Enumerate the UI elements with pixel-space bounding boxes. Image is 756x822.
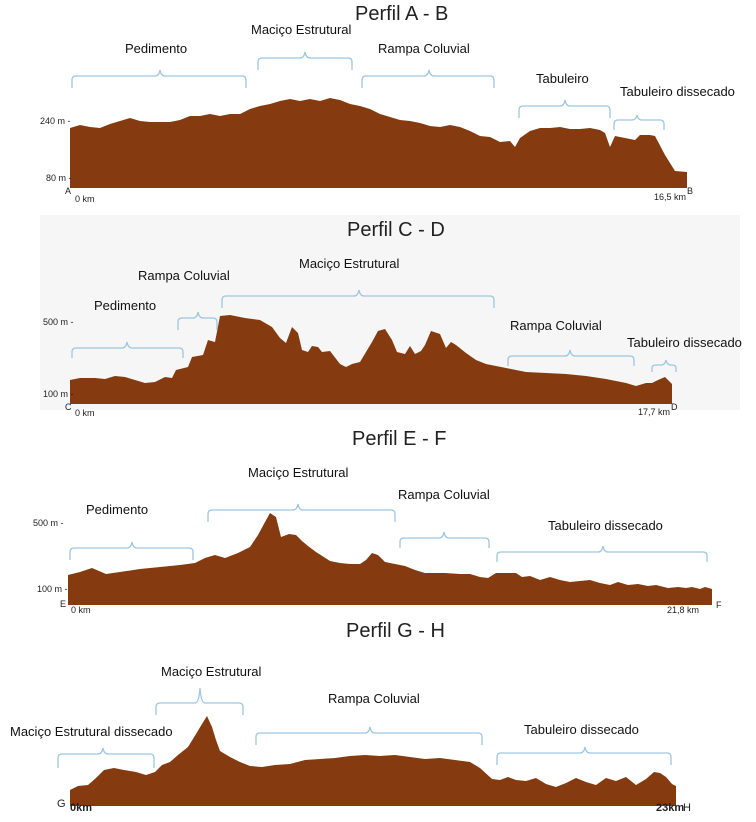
unit-label-macico-estrutural: Maciço Estrutural: [299, 256, 400, 271]
unit-label-macico-estrutural-dissecado: Maciço Estrutural dissecado: [10, 724, 173, 739]
brace-ef-macico: [207, 503, 396, 522]
end-point-b: B: [687, 186, 694, 196]
profile-ab-title: Perfil A - B: [355, 3, 449, 25]
end-km: 21,8 km: [667, 605, 700, 615]
brace-cd-tabuleiro-dissecado: [651, 359, 677, 372]
brace-ab-macico: [257, 51, 353, 70]
brace-cd-pedimento: [71, 341, 184, 358]
brace-ab-tabuleiro-dissecado: [613, 114, 665, 130]
unit-label-rampa-coluvial: Rampa Coluvial: [138, 268, 230, 283]
start-point-g: G: [57, 798, 66, 810]
profile-gh-terrain: [70, 716, 676, 806]
brace-cd-rampa: [177, 311, 218, 330]
start-km: 0 km: [71, 605, 91, 615]
brace-ef-tabuleiro-dissecado: [496, 545, 708, 562]
y-tick-100: 100 m -: [37, 584, 68, 594]
unit-label-rampa-coluvial: Rampa Coluvial: [328, 691, 420, 706]
unit-label-tabuleiro-dissecado: Tabuleiro dissecado: [620, 84, 735, 99]
brace-ab-tabuleiro: [518, 99, 611, 118]
unit-label-tabuleiro: Tabuleiro: [536, 71, 589, 86]
unit-label-macico-estrutural: Maciço Estrutural: [251, 22, 352, 37]
unit-label-pedimento: Pedimento: [94, 298, 157, 313]
profile-ef-terrain: [68, 513, 712, 605]
end-km: 17,7 km: [638, 407, 671, 417]
unit-label-tabuleiro-dissecado: Tabuleiro dissecado: [524, 722, 639, 737]
profile-ef-title: Perfil E - F: [352, 428, 447, 450]
unit-label-tabuleiro-dissecado: Tabuleiro dissecado: [627, 335, 742, 350]
profile-cd-title: Perfil C - D: [347, 219, 445, 241]
y-tick-240: 240 m -: [40, 116, 71, 126]
end-point-d: D: [671, 402, 678, 412]
start-km: 0 km: [75, 194, 95, 204]
brace-ef-pedimento: [69, 541, 194, 560]
unit-label-tabuleiro-dissecado: Tabuleiro dissecado: [548, 518, 663, 533]
unit-label-rampa-coluvial: Rampa Coluvial: [510, 318, 602, 333]
y-tick-100: 100 m -: [43, 389, 74, 399]
brace-cd-rampa-2: [507, 349, 635, 366]
start-point-c: C: [65, 402, 72, 412]
end-point-f: F: [716, 600, 722, 610]
y-tick-500: 500 m -: [43, 317, 74, 327]
brace-cd-macico: [221, 289, 495, 308]
unit-label-macico-estrutural: Maciço Estrutural: [161, 664, 262, 679]
brace-gh-macico: [155, 687, 244, 715]
unit-label-macico-estrutural: Maciço Estrutural: [248, 465, 349, 480]
brace-gh-rampa: [255, 726, 483, 745]
end-point-h: H: [683, 802, 691, 814]
unit-label-rampa-coluvial: Rampa Coluvial: [378, 41, 470, 56]
brace-gh-tabuleiro-dissecado: [496, 746, 672, 765]
start-point-a: A: [65, 186, 72, 196]
end-km: 16,5 km: [654, 192, 687, 202]
end-km: 23km: [656, 802, 685, 814]
profile-cd-terrain: [70, 315, 672, 404]
brace-ab-pedimento: [71, 69, 247, 88]
unit-label-pedimento: Pedimento: [86, 502, 149, 517]
unit-label-pedimento: Pedimento: [125, 41, 188, 56]
start-km: 0 km: [75, 408, 95, 418]
brace-ab-rampa: [361, 69, 495, 88]
start-km: 0km: [70, 802, 93, 814]
profile-ab-terrain: [70, 98, 687, 188]
y-tick-80: 80 m -: [46, 173, 72, 183]
unit-label-rampa-coluvial: Rampa Coluvial: [398, 487, 490, 502]
profile-gh-title: Perfil G - H: [346, 620, 445, 642]
brace-gh-macico-dissecado: [57, 747, 155, 768]
y-tick-500: 500 m -: [33, 518, 64, 528]
brace-ef-rampa: [399, 531, 490, 548]
start-point-e: E: [60, 599, 67, 609]
